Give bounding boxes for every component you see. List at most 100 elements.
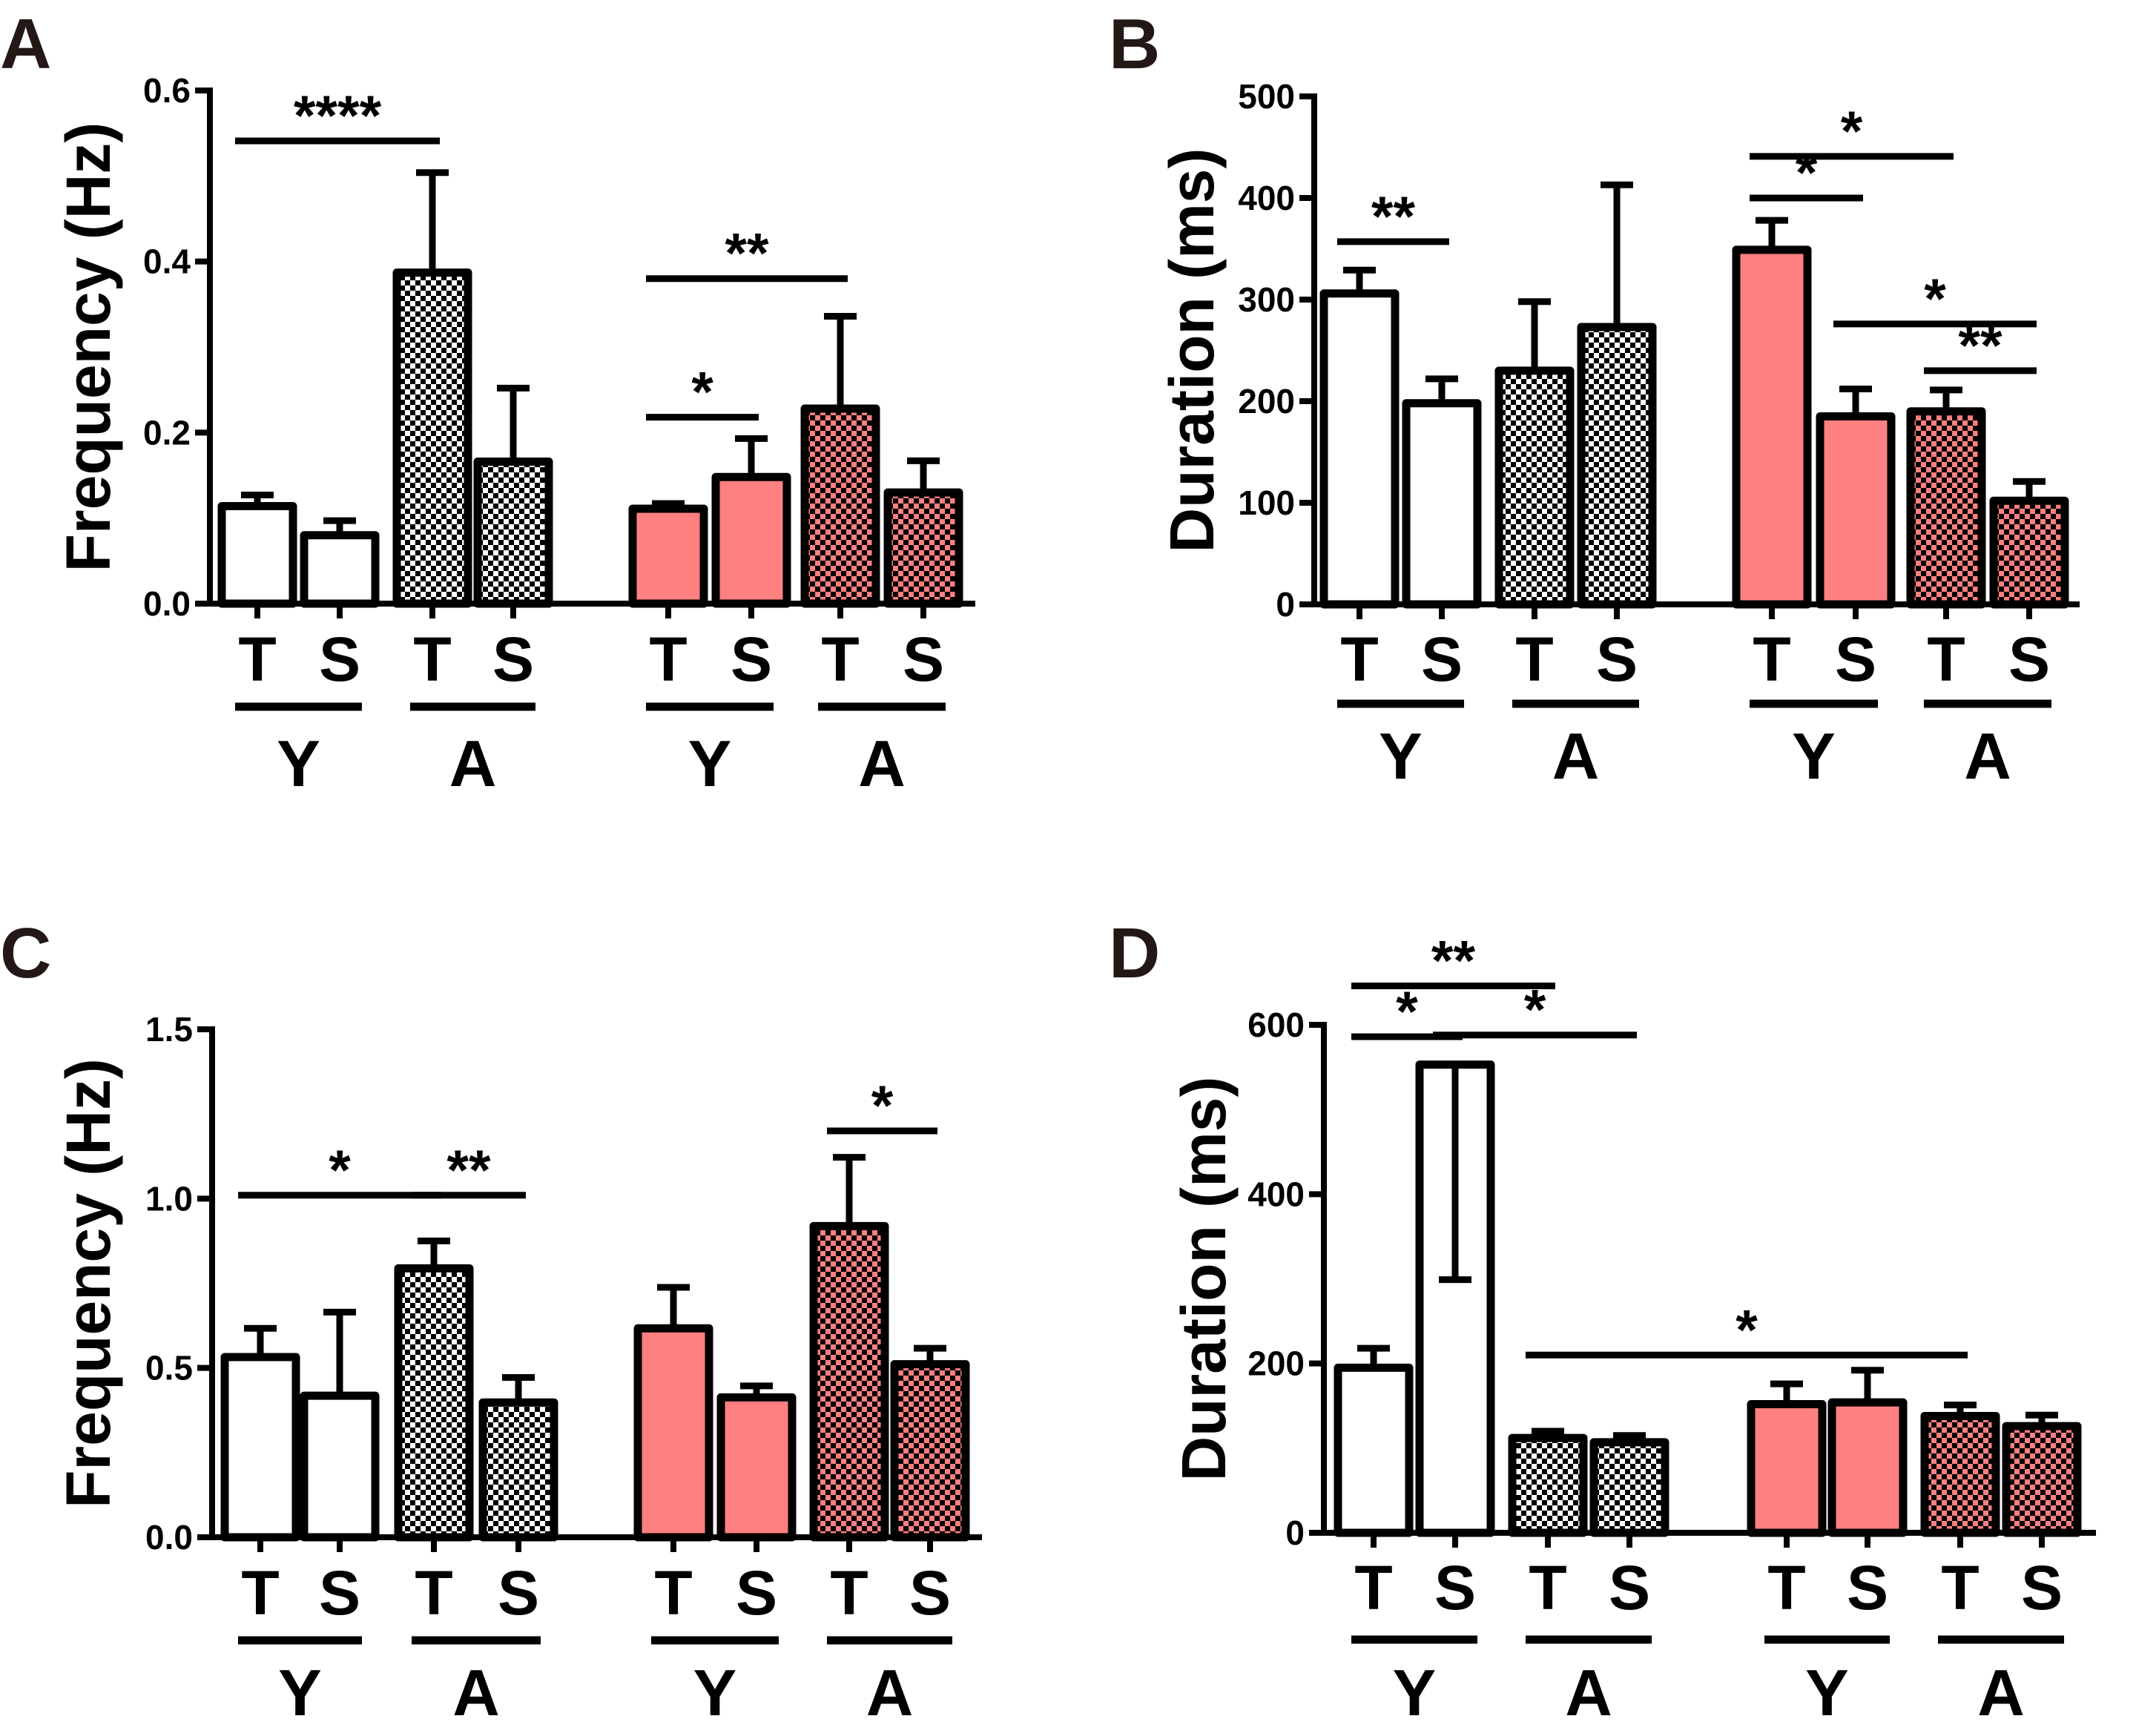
bar-y-t-pink <box>1747 1399 1827 1537</box>
bar-y-t-pink <box>633 1324 713 1542</box>
significance-label: * <box>1396 980 1418 1043</box>
bar-a-s-checker <box>1577 323 1657 609</box>
x-category-label: S <box>909 1558 951 1628</box>
bar-a-s-checker <box>473 458 553 608</box>
panel-letter: A <box>0 4 51 84</box>
x-category-label: S <box>1609 1553 1650 1623</box>
x-category-label: T <box>415 1558 452 1628</box>
group-label: Y <box>693 1656 737 1729</box>
x-category-label: T <box>1354 1553 1392 1623</box>
bar-a-s-pink-checker <box>2002 1422 2082 1537</box>
x-category-label: T <box>1941 1553 1979 1623</box>
bar-y-s-white <box>1402 399 1482 609</box>
bar-y-t-pink <box>628 504 708 608</box>
group-label: A <box>1565 1656 1612 1729</box>
x-category-label: S <box>2021 1553 2063 1623</box>
bar-a-t-checker <box>1494 366 1575 609</box>
y-tick-label: 0 <box>1285 1514 1305 1552</box>
x-category-label: T <box>1529 1553 1566 1623</box>
x-category-label: S <box>1434 1553 1476 1623</box>
significance-label: * <box>1796 142 1818 205</box>
bar-a-s-checker <box>1589 1438 1669 1537</box>
y-tick-label: 0.0 <box>143 584 191 623</box>
x-category-label: T <box>413 624 451 694</box>
y-tick-label: 400 <box>1247 1175 1305 1213</box>
bar-y-t-white <box>220 1353 300 1542</box>
bar-a-s-pink-checker <box>890 1360 970 1542</box>
group-label: Y <box>278 1656 322 1729</box>
bar-y-t-white <box>1334 1363 1414 1537</box>
x-category-label: T <box>238 624 276 694</box>
y-tick-label: 1.5 <box>145 1010 193 1049</box>
bar-a-t-pink-checker <box>800 404 880 608</box>
x-category-label: T <box>1515 624 1553 694</box>
group-label: A <box>866 1656 914 1729</box>
group-label: Y <box>688 727 732 800</box>
group-label: A <box>1552 719 1600 793</box>
y-tick-label: 200 <box>1238 382 1295 420</box>
x-category-label: T <box>821 624 859 694</box>
group-label: A <box>452 1656 500 1729</box>
significance-label: * <box>1841 100 1863 163</box>
y-tick-label: 600 <box>1247 1006 1305 1044</box>
x-category-label: S <box>731 624 772 694</box>
x-category-label: T <box>1753 624 1790 694</box>
group-label: A <box>1977 1656 2025 1729</box>
significance-label: * <box>1736 1298 1758 1362</box>
x-category-label: S <box>2008 624 2050 694</box>
bar-a-s-pink-checker <box>883 488 963 608</box>
y-tick-label: 400 <box>1238 179 1295 217</box>
bar-y-t-white <box>217 502 297 608</box>
y-tick-label: 200 <box>1247 1344 1305 1383</box>
bar-y-t-pink <box>1732 245 1812 609</box>
significance-label: * <box>871 1075 894 1138</box>
bar-a-s-pink-checker <box>1989 496 2069 609</box>
y-tick-label: 500 <box>1238 77 1295 116</box>
y-tick-label: 0 <box>1276 585 1295 624</box>
y-axis-title: Duration (ms) <box>1169 1077 1239 1482</box>
significance-label: * <box>1924 268 1946 331</box>
x-category-label: S <box>492 624 534 694</box>
panel-letter: B <box>1109 4 1160 84</box>
significance-label: ** <box>1431 929 1476 992</box>
group-label: A <box>858 727 906 800</box>
significance-label: **** <box>294 85 382 148</box>
significance-label: ** <box>1958 314 2002 377</box>
x-category-label: T <box>241 1558 279 1628</box>
x-category-label: S <box>498 1558 539 1628</box>
group-label: Y <box>277 727 320 800</box>
bar-a-t-checker <box>1508 1433 1588 1537</box>
x-category-label: T <box>649 624 687 694</box>
panel-letter: D <box>1109 914 1160 993</box>
x-category-label: T <box>1767 1553 1805 1623</box>
x-category-label: S <box>1847 1553 1888 1623</box>
group-label: A <box>1964 719 2011 793</box>
bar-a-t-checker <box>392 268 472 608</box>
group-label: Y <box>1393 1656 1437 1729</box>
significance-label: * <box>691 361 713 424</box>
bar-a-t-checker <box>394 1264 474 1542</box>
bar-a-t-pink-checker <box>1906 407 1986 609</box>
group-label: Y <box>1379 719 1423 793</box>
panel-letter: C <box>0 914 51 993</box>
group-label: Y <box>1792 719 1836 793</box>
y-axis-title: Frequency (Hz) <box>53 122 123 572</box>
y-axis-title: Frequency (Hz) <box>53 1058 123 1508</box>
bar-a-t-pink-checker <box>809 1221 889 1542</box>
significance-label: * <box>329 1139 351 1202</box>
bar-y-s-pink <box>711 472 791 608</box>
x-category-label: S <box>319 1558 360 1628</box>
x-category-label: S <box>1835 624 1876 694</box>
bar-a-s-checker <box>478 1398 558 1542</box>
x-category-label: T <box>1927 624 1965 694</box>
y-tick-label: 0.2 <box>143 413 191 452</box>
x-category-label: S <box>1421 624 1463 694</box>
y-tick-label: 100 <box>1238 483 1295 522</box>
bar-y-s-pink <box>1827 1398 1908 1537</box>
x-category-label: S <box>319 624 360 694</box>
x-category-label: T <box>1340 624 1378 694</box>
